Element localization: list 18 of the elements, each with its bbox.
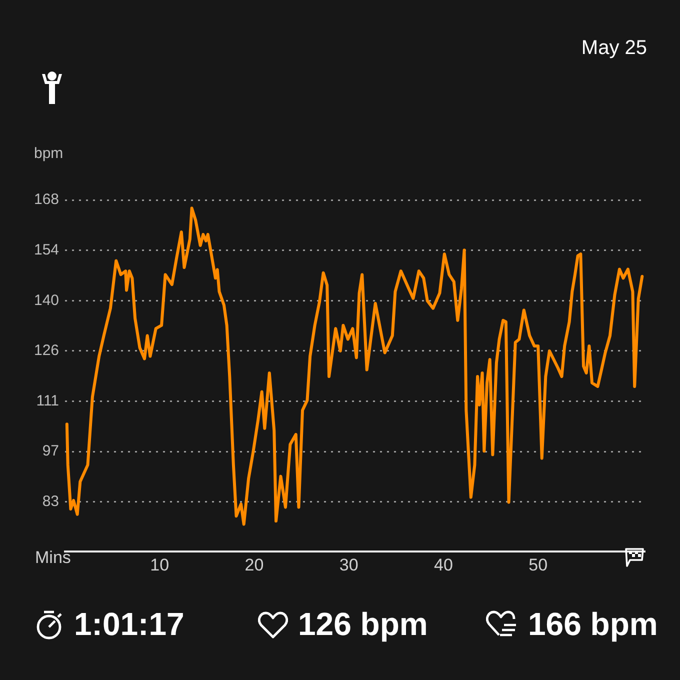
x-tick-label: 40 (434, 555, 453, 574)
text: 1:01:17 (74, 606, 184, 643)
y-axis-title: bpm (34, 145, 64, 162)
x-tick-label: 50 (528, 555, 548, 574)
x-tick-label: 20 (244, 555, 264, 574)
text: 166 bpm (528, 606, 658, 643)
y-tick-label: 140 (34, 292, 60, 309)
y-tick-label: 168 (34, 191, 60, 208)
x-axis-title: Mins (35, 548, 71, 568)
x-tick-label: 10 (150, 555, 170, 574)
y-tick-label: 111 (36, 392, 60, 410)
y-tick-label: 83 (42, 493, 60, 510)
x-tick-label: 30 (339, 555, 358, 574)
y-tick-label: 97 (42, 442, 60, 460)
chart-title: May 25 (581, 37, 647, 60)
y-tick-label: 154 (34, 241, 60, 258)
text: 126 bpm (298, 606, 428, 643)
y-tick-label: 126 (34, 342, 60, 360)
